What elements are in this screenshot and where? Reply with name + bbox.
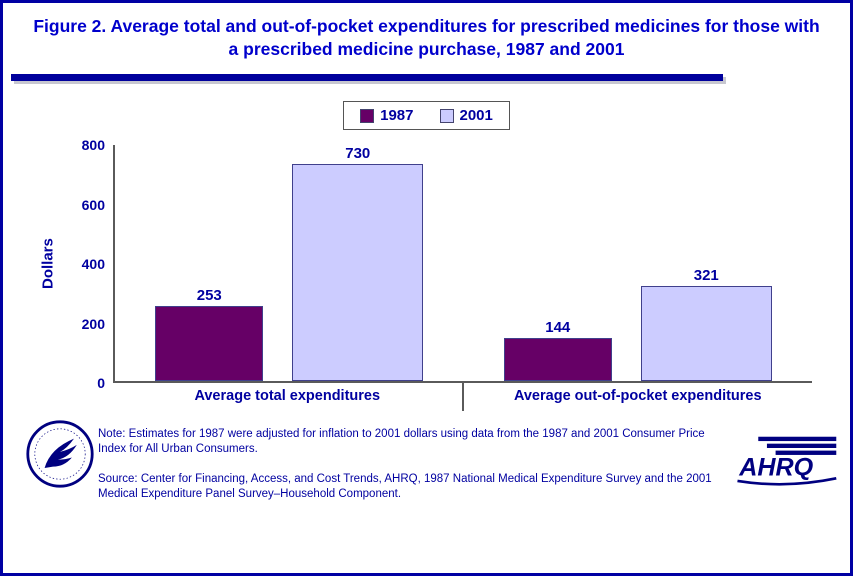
bar-wrap: 144 xyxy=(503,319,612,382)
bar-1987 xyxy=(503,338,612,382)
figure-title: Figure 2. Average total and out-of-pocke… xyxy=(33,16,820,60)
bar-wrap: 321 xyxy=(640,266,772,382)
legend: 1987 2001 xyxy=(343,101,510,131)
bar-group: 253 730 xyxy=(115,145,464,382)
legend-row: 1987 2001 xyxy=(3,101,850,131)
y-tick-label: 600 xyxy=(81,196,105,213)
plot-area: 253 730 144 321 xyxy=(113,145,813,384)
legend-label: 1987 xyxy=(380,107,414,125)
footer: Note: Estimates for 1987 were adjusted f… xyxy=(3,420,850,502)
ahrq-logo-text: AHRQ xyxy=(738,454,813,482)
title-divider-line xyxy=(11,74,723,82)
bar-wrap: 730 xyxy=(292,145,424,382)
legend-item-1987: 1987 xyxy=(360,107,414,125)
bar-chart: Dollars 0 200 400 600 800 253 730 144 321 Avera… xyxy=(31,137,813,412)
y-tick-label: 200 xyxy=(81,315,105,332)
category-label: Average out-of-pocket expenditures xyxy=(513,388,762,405)
bar-wrap: 253 xyxy=(155,286,264,382)
bar-2001 xyxy=(640,285,772,382)
bar-value-label: 730 xyxy=(345,145,371,163)
legend-swatch xyxy=(439,108,454,123)
bar-group: 144 321 xyxy=(464,266,813,382)
source-text: Source: Center for Financing, Access, an… xyxy=(98,472,712,500)
bar-1987 xyxy=(155,305,264,382)
legend-item-2001: 2001 xyxy=(439,107,493,125)
y-tick-label: 0 xyxy=(97,375,105,392)
hhs-seal-icon xyxy=(25,419,95,494)
y-axis-ticks: 0 200 400 600 800 xyxy=(65,137,113,391)
note-text: Note: Estimates for 1987 were adjusted f… xyxy=(98,428,705,456)
ahrq-logo: AHRQ xyxy=(734,435,838,492)
bar-value-label: 321 xyxy=(693,266,719,284)
category-label: Average total expenditures xyxy=(113,383,464,412)
legend-swatch xyxy=(360,108,375,123)
legend-label: 2001 xyxy=(459,107,493,125)
ahrq-logo-stripes xyxy=(758,436,837,455)
bar-value-label: 253 xyxy=(196,286,222,304)
bar-value-label: 144 xyxy=(545,319,571,337)
y-tick-label: 800 xyxy=(81,137,105,154)
category-labels: Average total expenditures Average out-of… xyxy=(113,383,812,412)
y-tick-label: 400 xyxy=(81,256,105,273)
bar-2001 xyxy=(292,164,424,382)
y-axis-title: Dollars xyxy=(39,238,57,290)
